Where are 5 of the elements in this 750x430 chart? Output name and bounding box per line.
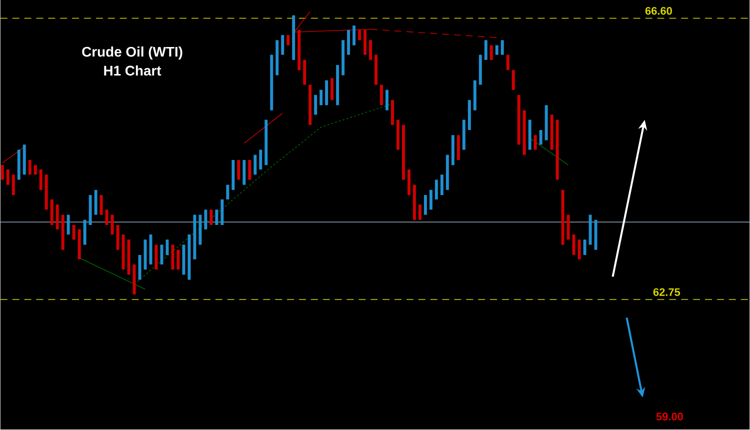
text: H1 Chart: [104, 66, 162, 76]
ref-line-label: 62.75: [653, 288, 680, 296]
text: 59.00: [656, 412, 683, 421]
ref-line-label: 66.60: [645, 7, 672, 15]
text: Crude Oil (WTI): [82, 46, 182, 60]
